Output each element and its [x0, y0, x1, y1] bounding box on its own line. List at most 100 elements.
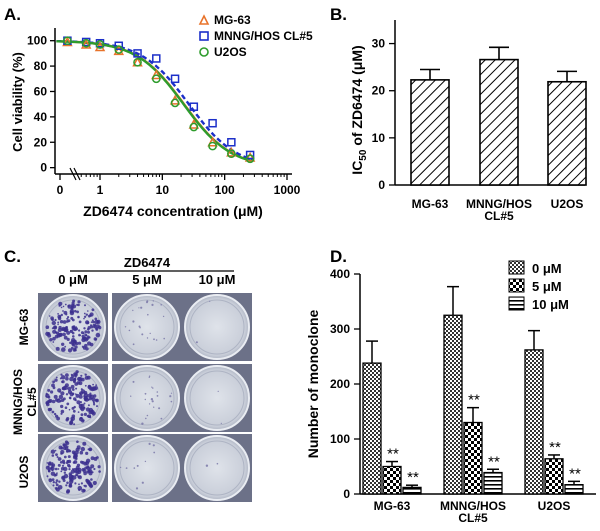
colony	[72, 335, 75, 338]
colony	[51, 464, 54, 467]
dish-inner-ring	[45, 370, 101, 426]
significance-marker: **	[488, 453, 500, 470]
panel-a-ylabel: Cell viability (%)	[10, 52, 25, 152]
colony	[66, 445, 69, 448]
colony	[98, 325, 102, 330]
colony	[90, 321, 93, 323]
colony	[75, 473, 78, 477]
colony	[79, 401, 82, 404]
colony	[80, 377, 85, 382]
bar-2-2	[564, 483, 584, 495]
fit-curve-0	[56, 40, 254, 163]
colony	[90, 325, 94, 329]
colony	[57, 463, 61, 467]
colony	[88, 410, 93, 415]
colony	[91, 319, 94, 322]
colony	[61, 375, 66, 380]
colony	[55, 487, 60, 492]
colony	[63, 466, 68, 472]
colony	[61, 380, 65, 384]
colony	[60, 306, 63, 309]
colony	[77, 475, 82, 480]
colony	[217, 390, 219, 392]
colony	[75, 387, 78, 390]
colony	[66, 337, 70, 341]
colony	[73, 327, 77, 332]
colony	[51, 462, 54, 464]
colony	[56, 456, 59, 458]
colony	[152, 300, 154, 302]
colony	[151, 400, 154, 403]
colony	[62, 305, 65, 308]
x-category-label: MNNG/HOS	[440, 499, 506, 513]
panel-a-legend: MG-63 MNNG/HOS CL#5 U2OS	[198, 13, 313, 59]
colony	[83, 315, 87, 318]
colony	[78, 394, 83, 399]
colony	[51, 399, 56, 404]
colony	[63, 310, 68, 315]
colony	[90, 456, 95, 461]
colony	[60, 391, 65, 396]
legend-swatch-10um	[508, 296, 525, 311]
colony	[65, 484, 68, 487]
bar-2-0	[402, 486, 422, 495]
colony	[85, 313, 89, 316]
y-tick-label: 0	[343, 487, 350, 501]
data-point	[170, 74, 180, 84]
colony	[62, 320, 67, 324]
x-category-label: MG-63	[374, 499, 411, 513]
colony	[75, 373, 78, 376]
colony	[65, 393, 69, 396]
colony	[76, 463, 81, 467]
bar-0-0	[362, 362, 382, 495]
colony	[83, 402, 86, 405]
colony	[78, 333, 81, 337]
colony	[54, 318, 57, 322]
data-point	[114, 41, 124, 51]
colony	[74, 345, 78, 349]
colony	[45, 392, 48, 396]
colony	[76, 445, 81, 450]
bar-2	[547, 80, 587, 186]
colony	[86, 414, 90, 418]
colony	[72, 325, 76, 328]
colony	[53, 325, 57, 329]
legend-label-5um: 5 μM	[532, 279, 562, 294]
colony	[64, 406, 68, 410]
colony	[55, 346, 60, 351]
axis-break-mark	[73, 167, 81, 181]
colony	[144, 392, 147, 395]
colony	[152, 444, 155, 447]
colony	[83, 317, 85, 320]
colony	[91, 471, 94, 474]
colony	[141, 422, 144, 425]
colony	[144, 460, 147, 463]
colony	[97, 465, 101, 469]
colony	[146, 337, 149, 339]
colony	[58, 445, 63, 450]
legend-label-0um: 0 μM	[532, 261, 562, 276]
colony	[71, 331, 75, 335]
colony	[51, 410, 55, 414]
colony	[87, 310, 89, 312]
colony	[61, 459, 65, 463]
colony	[76, 310, 79, 314]
data-point	[189, 122, 199, 132]
colony	[60, 409, 65, 414]
colony	[93, 467, 96, 471]
colony	[91, 308, 95, 312]
colony	[58, 301, 63, 306]
colony	[66, 490, 70, 494]
significance-marker: **	[407, 469, 419, 486]
colony	[132, 343, 135, 346]
colony	[160, 304, 162, 306]
colony	[75, 393, 77, 395]
x-tick-label: 1000	[274, 183, 301, 197]
x-category-label: MG-63	[412, 197, 449, 211]
x-tick-label: 0	[57, 183, 64, 197]
colony	[96, 405, 98, 408]
colony	[63, 471, 66, 474]
colony	[72, 409, 76, 413]
conc-label-5: 5 μM	[132, 272, 162, 287]
